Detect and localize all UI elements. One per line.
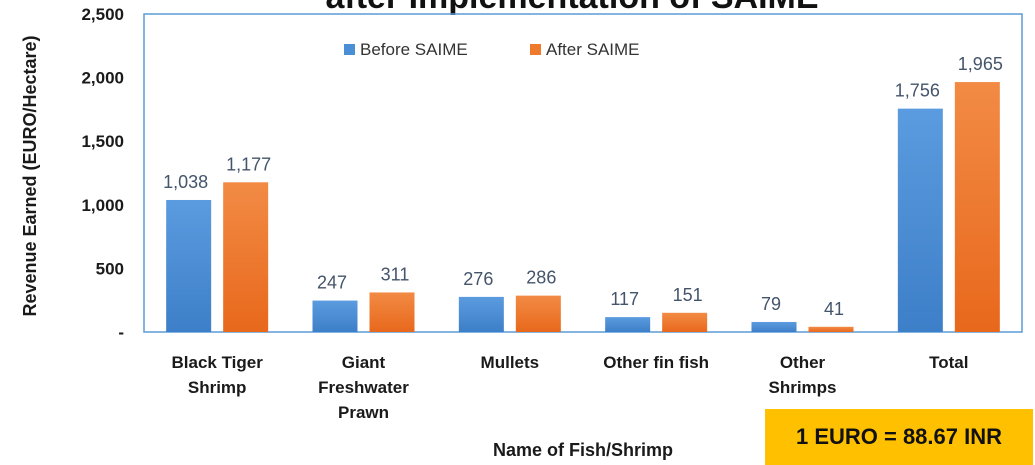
x-axis-title: Name of Fish/Shrimp — [493, 440, 673, 460]
y-tick-label: 2,500 — [81, 5, 124, 24]
x-tick-label: Other fin fish — [603, 353, 709, 372]
y-tick-label: - — [118, 323, 124, 342]
x-tick-label: Mullets — [481, 353, 540, 372]
x-tick-label: Shrimps — [768, 378, 836, 397]
bar-before — [166, 199, 212, 332]
bar-after — [369, 292, 415, 332]
y-tick-label: 2,000 — [81, 69, 124, 88]
x-tick-label: Other — [780, 353, 826, 372]
data-label: 41 — [824, 299, 844, 319]
legend-label-before: Before SAIME — [360, 40, 468, 59]
x-tick-label: Black Tiger — [171, 353, 263, 372]
y-tick-label: 1,500 — [81, 132, 124, 151]
data-label: 1,756 — [895, 81, 940, 101]
bar-after — [808, 326, 854, 332]
plot-area-border — [143, 13, 1023, 333]
data-label: 247 — [317, 273, 347, 293]
bar-after — [515, 295, 561, 332]
legend-swatch-after — [530, 44, 541, 55]
data-label: 311 — [381, 264, 410, 284]
data-label: 286 — [526, 268, 556, 288]
y-tick-label: 500 — [96, 259, 124, 278]
y-axis-ticks: - 500 1,000 1,500 2,000 2,500 — [81, 5, 124, 342]
bar-after — [954, 82, 1000, 332]
x-tick-label: Shrimp — [188, 378, 247, 397]
bar-after — [223, 182, 269, 332]
bar-before — [605, 317, 651, 332]
bar-before — [312, 300, 358, 332]
data-label: 79 — [761, 294, 781, 314]
y-axis-title: Revenue Earned (EURO/Hectare) — [20, 35, 40, 316]
bar-before — [751, 321, 797, 332]
bar-before — [897, 108, 943, 332]
chart-title: after Implementation of SAIME — [325, 0, 818, 16]
data-label: 1,177 — [226, 154, 271, 174]
legend-swatch-before — [344, 44, 355, 55]
x-tick-label: Prawn — [338, 403, 389, 422]
exchange-rate-note: 1 EURO = 88.67 INR — [765, 409, 1033, 465]
bar-before — [458, 296, 504, 332]
x-tick-label: Freshwater — [318, 378, 409, 397]
data-label: 117 — [610, 289, 639, 309]
bars — [166, 82, 1000, 332]
bar-after — [662, 312, 708, 332]
x-axis-ticks: Black Tiger Shrimp Giant Freshwater Prawn Mul… — [171, 353, 968, 422]
x-tick-label: Giant — [342, 353, 386, 372]
y-tick-label: 1,000 — [81, 196, 124, 215]
legend-label-after: After SAIME — [546, 40, 640, 59]
data-label: 151 — [673, 285, 703, 305]
data-label: 276 — [463, 269, 493, 289]
data-label: 1,965 — [958, 54, 1003, 74]
data-label: 1,038 — [163, 172, 208, 192]
data-labels: 1,038 1,177 247 311 276 286 117 151 79 41 1,756 1,9… — [163, 54, 1003, 319]
x-tick-label: Total — [929, 353, 968, 372]
legend: Before SAIME After SAIME — [344, 40, 640, 59]
